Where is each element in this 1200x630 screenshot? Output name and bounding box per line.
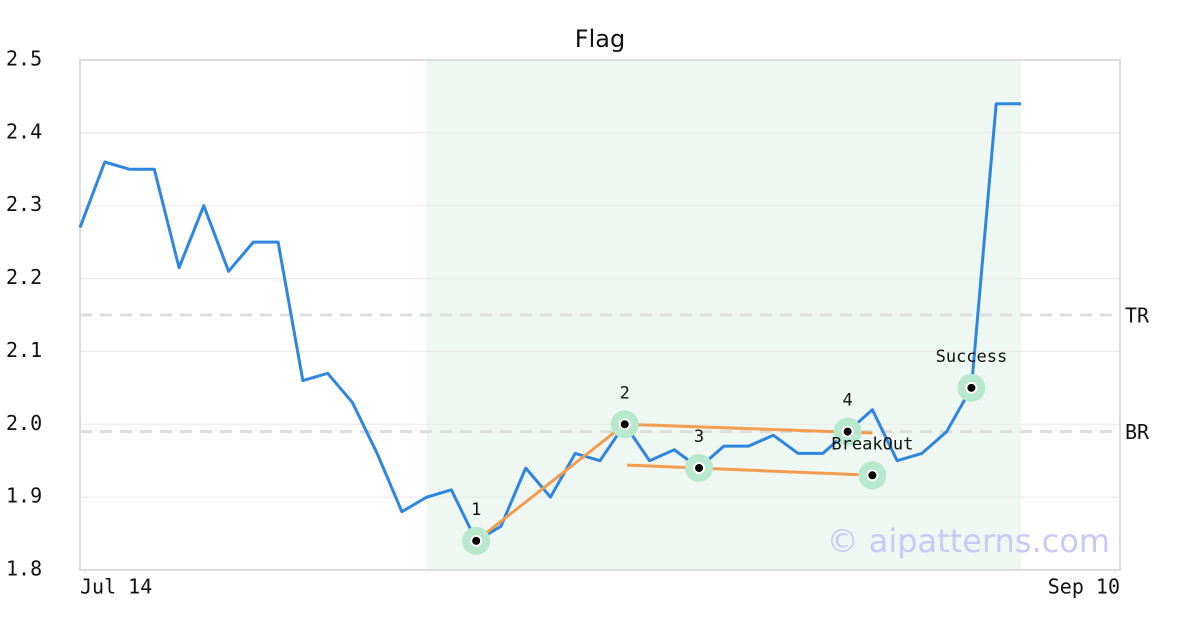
point-label: 4 [842, 391, 852, 411]
reference-label: BR [1125, 420, 1150, 444]
point-label: BreakOut [831, 434, 913, 454]
reference-label: TR [1125, 304, 1150, 328]
x-tick-label: Sep 10 [1048, 575, 1120, 599]
point-label: Success [936, 347, 1008, 367]
point-label: 1 [471, 500, 481, 520]
y-tick-label: 2.1 [6, 338, 42, 362]
y-tick-label: 2.2 [6, 265, 42, 289]
y-tick-label: 1.9 [6, 484, 42, 508]
y-tick-label: 2.0 [6, 411, 42, 435]
y-tick-label: 2.3 [6, 192, 42, 216]
point-label: 2 [620, 383, 630, 403]
point-label: 3 [694, 427, 704, 447]
point-marker [841, 425, 854, 438]
point-marker [866, 469, 879, 482]
y-tick-label: 1.8 [6, 557, 42, 581]
point-marker [470, 534, 483, 547]
plot-border [79, 59, 1121, 571]
x-tick-label: Jul 14 [80, 575, 152, 599]
data-line [78, 102, 1021, 543]
y-tick-label: 2.5 [6, 47, 42, 71]
watermark: © aipatterns.com [827, 522, 1110, 560]
chart-title: Flag [575, 25, 625, 53]
point-marker [618, 418, 631, 431]
point-marker [965, 381, 978, 394]
point-marker [693, 462, 706, 474]
trend-line [475, 423, 626, 543]
trend-line [627, 463, 873, 477]
y-tick-label: 2.4 [6, 119, 42, 143]
trend-line [624, 422, 873, 435]
